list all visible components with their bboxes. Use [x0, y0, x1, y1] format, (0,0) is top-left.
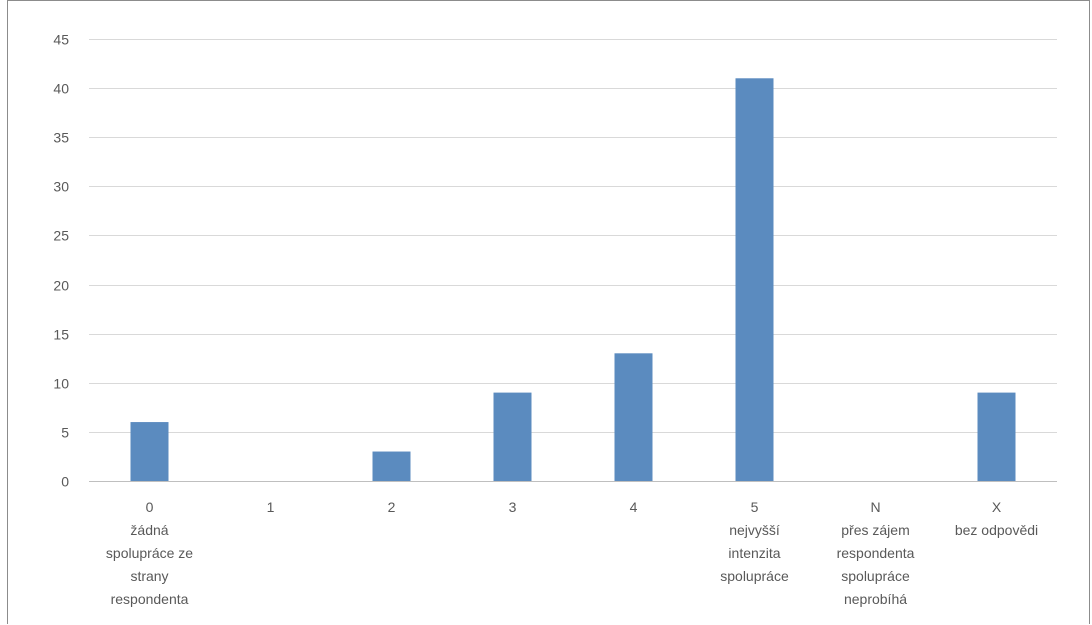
x-category-description-line: žádná — [130, 522, 168, 538]
x-category-description-line: strany — [130, 568, 168, 584]
bar-2 — [372, 451, 411, 481]
x-tick-label-5: 5 — [751, 499, 759, 515]
bar-0 — [130, 422, 169, 481]
x-tick-label-2: 2 — [388, 499, 396, 515]
y-tick-label: 35 — [53, 130, 69, 146]
x-category-description-line: respondenta — [111, 591, 189, 607]
bar-4 — [614, 353, 653, 481]
bar-5 — [735, 78, 774, 482]
x-category-description-line: respondenta — [837, 545, 915, 561]
x-tick-label-X: X — [992, 499, 1002, 515]
y-tick-label: 45 — [53, 32, 69, 48]
y-tick-label: 10 — [53, 376, 69, 392]
y-tick-label: 40 — [53, 81, 69, 97]
y-tick-label: 5 — [61, 425, 69, 441]
x-category-description-line: nejvyšší — [729, 522, 780, 538]
y-tick-label: 0 — [61, 474, 69, 490]
x-tick-label-3: 3 — [509, 499, 517, 515]
bar-X — [977, 392, 1016, 481]
x-category-description-line: intenzita — [728, 545, 780, 561]
gridlines — [89, 39, 1057, 482]
y-axis-tick-labels: 0 5 10 15 20 25 30 35 40 45 — [53, 32, 69, 490]
x-category-description-line: spolupráce ze — [106, 545, 193, 561]
x-tick-label-0: 0 — [146, 499, 154, 515]
x-tick-label-1: 1 — [267, 499, 275, 515]
x-category-description-line: bez odpovědi — [955, 522, 1038, 538]
chart-frame — [7, 0, 1090, 624]
x-category-description-line: spolupráce — [720, 568, 789, 584]
x-category-description-line: spolupráce — [841, 568, 910, 584]
bar-3 — [493, 392, 532, 481]
y-tick-label: 20 — [53, 278, 69, 294]
y-tick-label: 30 — [53, 179, 69, 195]
bars — [130, 78, 1016, 482]
x-tick-label-4: 4 — [630, 499, 638, 515]
x-axis-category-labels: 0 žádná spolupráce ze strany respondenta 1 2 3 4… — [106, 499, 1038, 607]
y-tick-label: 25 — [53, 228, 69, 244]
x-tick-label-N: N — [870, 499, 880, 515]
x-category-description-line: neprobíhá — [844, 591, 907, 607]
y-tick-label: 15 — [53, 327, 69, 343]
x-category-description-line: přes zájem — [841, 522, 909, 538]
